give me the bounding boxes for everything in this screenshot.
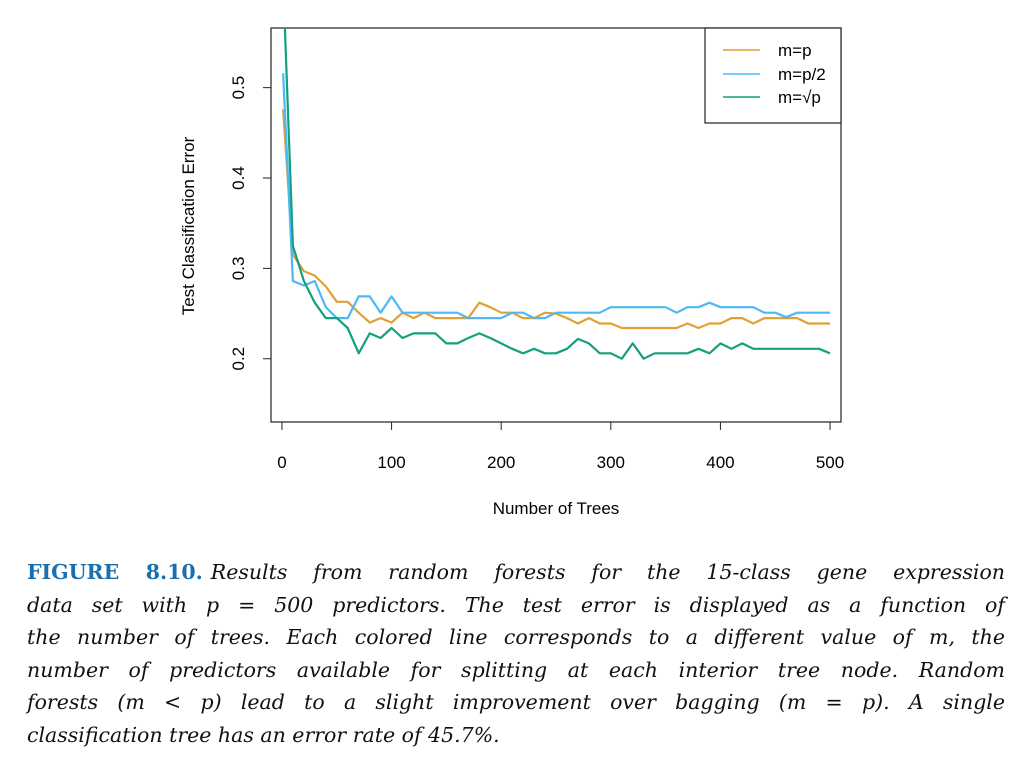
legend-box: [704, 27, 842, 124]
y-tick-label: 0.5: [229, 76, 248, 100]
caption-line: the number of trees. Each colored line c…: [27, 625, 1005, 650]
caption-line: number of predictors available for split…: [27, 657, 1005, 682]
y-tick-label: 0.2: [229, 347, 248, 371]
series-layer: [282, 28, 831, 360]
caption-text: Results from random forests for the 15-c…: [210, 560, 1005, 584]
y-axis: 0.2 0.3 0.4 0.5: [229, 76, 271, 371]
x-tick-label: 100: [377, 453, 405, 472]
x-tick-label: 200: [487, 453, 515, 472]
legend-label-m-p-half: m=p/2: [778, 65, 826, 84]
x-tick-label: 300: [597, 453, 625, 472]
x-tick-label: 0: [277, 453, 286, 472]
x-tick-label: 500: [816, 453, 844, 472]
x-axis: 0 100 200 300 400 500: [277, 421, 844, 472]
x-axis-label: Number of Trees: [493, 499, 620, 518]
caption-label: FIGURE 8.10.: [27, 560, 203, 584]
figure-caption: FIGURE 8.10. Results from random forests …: [27, 556, 1005, 752]
x-tick-label: 400: [706, 453, 734, 472]
y-axis-label: Test Classification Error: [179, 136, 198, 315]
caption-line: forests (m < p) lead to a slight improve…: [27, 690, 1005, 715]
line-chart: 0 100 200 300 400 500 0.2 0.3 0.4 0.5 Number of …: [179, 27, 844, 518]
series-line-2: [282, 73, 830, 320]
legend: m=p m=p/2 m=√p: [704, 27, 842, 124]
legend-label-m-sqrt-p: m=√p: [778, 88, 821, 107]
series-line-3: [283, 28, 831, 360]
series-line-1: [282, 109, 830, 330]
caption-line: data set with p = 500 predictors. The te…: [27, 592, 1005, 617]
y-tick-label: 0.4: [229, 166, 248, 190]
caption-line: classification tree has an error rate of…: [27, 722, 500, 747]
y-tick-label: 0.3: [229, 257, 248, 281]
caption-line: FIGURE 8.10. Results from random forests …: [27, 556, 1005, 589]
legend-label-m-p: m=p: [778, 41, 812, 60]
